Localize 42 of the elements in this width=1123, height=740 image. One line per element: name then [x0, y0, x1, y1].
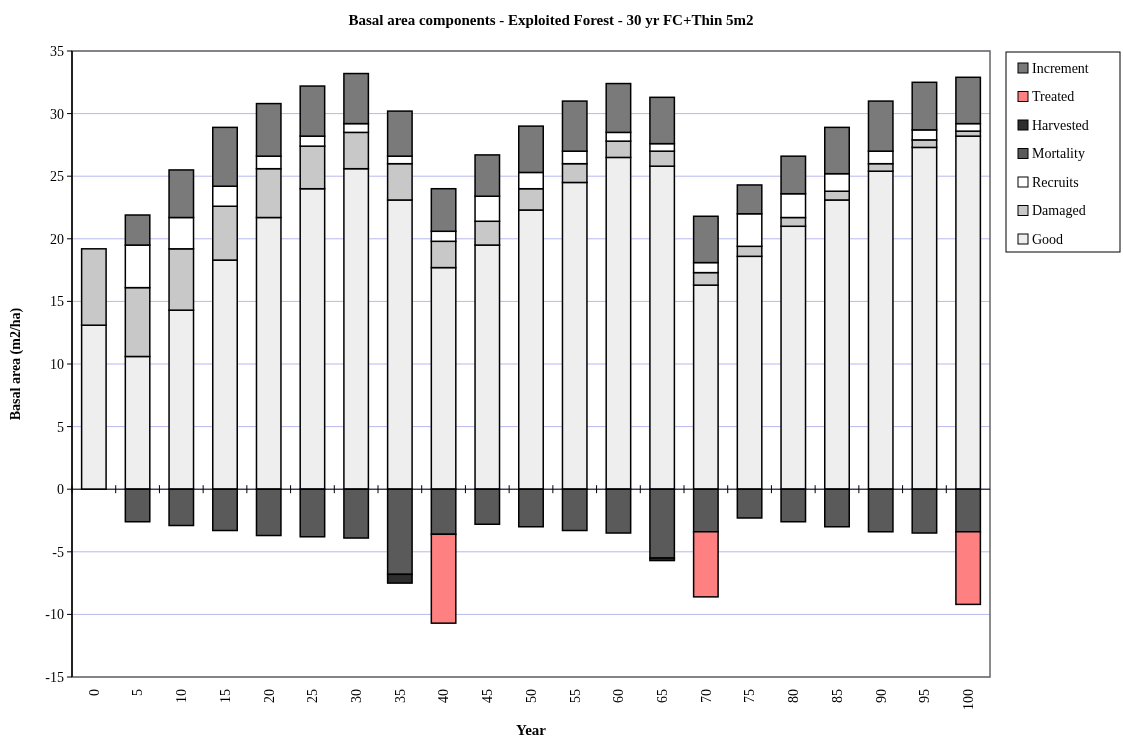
x-tick-label: 40	[436, 689, 452, 703]
x-tick-label: 25	[305, 689, 321, 703]
y-tick-label: 30	[50, 106, 64, 122]
x-tick-label: 20	[261, 689, 277, 703]
legend-label: Treated	[1032, 89, 1075, 105]
legend-label: Harvested	[1032, 117, 1089, 133]
x-tick-label: 65	[655, 689, 671, 703]
x-tick-label: 5	[130, 689, 146, 696]
x-tick-label: 95	[917, 689, 933, 703]
legend-label: Recruits	[1032, 174, 1079, 190]
y-tick-label: 0	[57, 482, 64, 498]
legend-label: Increment	[1032, 60, 1089, 76]
x-tick-label: 55	[567, 689, 583, 703]
x-tick-label: 50	[523, 689, 539, 703]
y-tick-label: -15	[45, 669, 64, 685]
x-tick-label: 15	[217, 689, 233, 703]
x-tick-label: 80	[786, 689, 802, 703]
chart-title: Basal area components - Exploited Forest - 30 yr FC+Thin 5m2	[348, 12, 754, 28]
y-tick-label: 10	[50, 356, 64, 372]
x-tick-label: 45	[480, 689, 496, 703]
y-tick-label: 25	[50, 169, 64, 185]
y-tick-label: 20	[50, 231, 64, 247]
y-axis-title: Basal area (m2/ha)	[8, 307, 24, 421]
y-tick-label: 15	[50, 294, 64, 310]
legend-label: Good	[1032, 231, 1064, 247]
legend-label: Damaged	[1032, 203, 1086, 219]
x-tick-label: 100	[961, 689, 977, 710]
x-tick-label: 30	[349, 689, 365, 703]
x-tick-label: 0	[86, 689, 102, 696]
x-tick-label: 10	[174, 689, 190, 703]
x-tick-label: 90	[873, 689, 889, 703]
y-tick-label: -5	[52, 544, 64, 560]
y-tick-label: 5	[57, 419, 64, 435]
x-tick-label: 60	[611, 689, 627, 703]
legend-label: Mortality	[1032, 146, 1085, 162]
x-tick-label: 75	[742, 689, 758, 703]
x-tick-label: 35	[392, 689, 408, 703]
y-tick-label: 35	[50, 43, 64, 59]
x-tick-label: 70	[698, 689, 714, 703]
y-tick-label: -10	[45, 607, 64, 623]
x-axis-title: Year	[516, 722, 547, 738]
x-tick-label: 85	[829, 689, 845, 703]
